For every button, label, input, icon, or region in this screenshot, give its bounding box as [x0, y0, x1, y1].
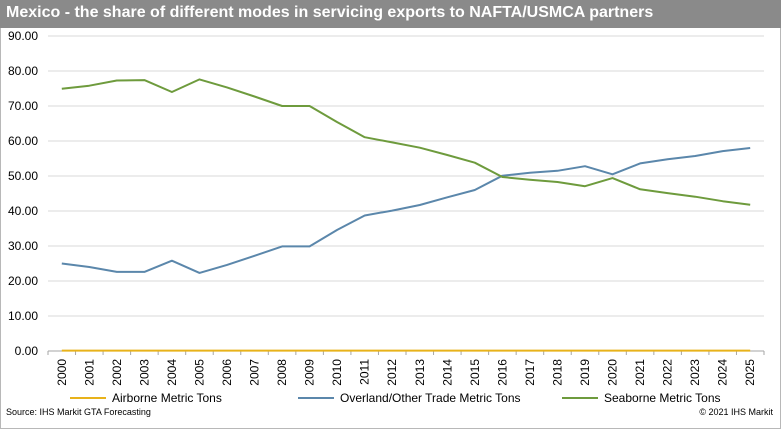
legend-label: Seaborne Metric Tons: [604, 391, 721, 405]
x-tick-label: 2005: [192, 359, 206, 386]
x-tick-label: 2024: [716, 359, 730, 386]
x-tick-label: 2012: [385, 359, 399, 386]
x-tick-label: 2015: [468, 359, 482, 386]
x-tick-label: 2002: [110, 359, 124, 386]
x-tick-label: 2006: [220, 359, 234, 386]
x-tick-label: 2019: [578, 359, 592, 386]
legend-label: Airborne Metric Tons: [112, 391, 222, 405]
x-tick-label: 2004: [165, 359, 179, 386]
x-tick-label: 2025: [743, 359, 757, 386]
y-tick-label: 40.00: [8, 204, 38, 218]
y-tick-label: 30.00: [8, 239, 38, 253]
x-tick-label: 2023: [688, 359, 702, 386]
y-tick-label: 90.00: [8, 29, 38, 43]
source-note: Source: IHS Markit GTA Forecasting: [6, 407, 151, 417]
x-tick-label: 2009: [303, 359, 317, 386]
y-tick-label: 20.00: [8, 274, 38, 288]
title-bar: Mexico - the share of different modes in…: [0, 0, 781, 28]
x-tick-label: 2020: [606, 359, 620, 386]
legend-label: Overland/Other Trade Metric Tons: [340, 391, 521, 405]
x-tick-label: 2014: [440, 359, 454, 386]
y-tick-label: 60.00: [8, 134, 38, 148]
x-tick-label: 2007: [248, 359, 262, 386]
x-tick-label: 2018: [550, 359, 564, 386]
x-tick-label: 2016: [495, 359, 509, 386]
chart-title: Mexico - the share of different modes in…: [6, 4, 654, 21]
y-tick-label: 50.00: [8, 169, 38, 183]
y-tick-label: 10.00: [8, 309, 38, 323]
x-tick-label: 2021: [633, 359, 647, 386]
x-tick-label: 2011: [358, 359, 372, 385]
x-tick-label: 2003: [137, 359, 151, 386]
y-tick-label: 70.00: [8, 99, 38, 113]
series-line-overland-other-trade-metric-tons: [61, 147, 751, 274]
x-tick-label: 2000: [55, 359, 69, 386]
y-tick-label: 0.00: [15, 344, 39, 358]
x-tick-label: 2017: [523, 359, 537, 386]
x-tick-label: 2013: [413, 359, 427, 386]
series-line-seaborne-metric-tons: [61, 78, 751, 206]
copyright-note: © 2021 IHS Markit: [699, 407, 773, 417]
y-tick-label: 80.00: [8, 64, 38, 78]
x-tick-label: 2008: [275, 359, 289, 386]
x-tick-label: 2022: [661, 359, 675, 386]
x-tick-label: 2001: [82, 359, 96, 386]
x-tick-label: 2010: [330, 359, 344, 386]
